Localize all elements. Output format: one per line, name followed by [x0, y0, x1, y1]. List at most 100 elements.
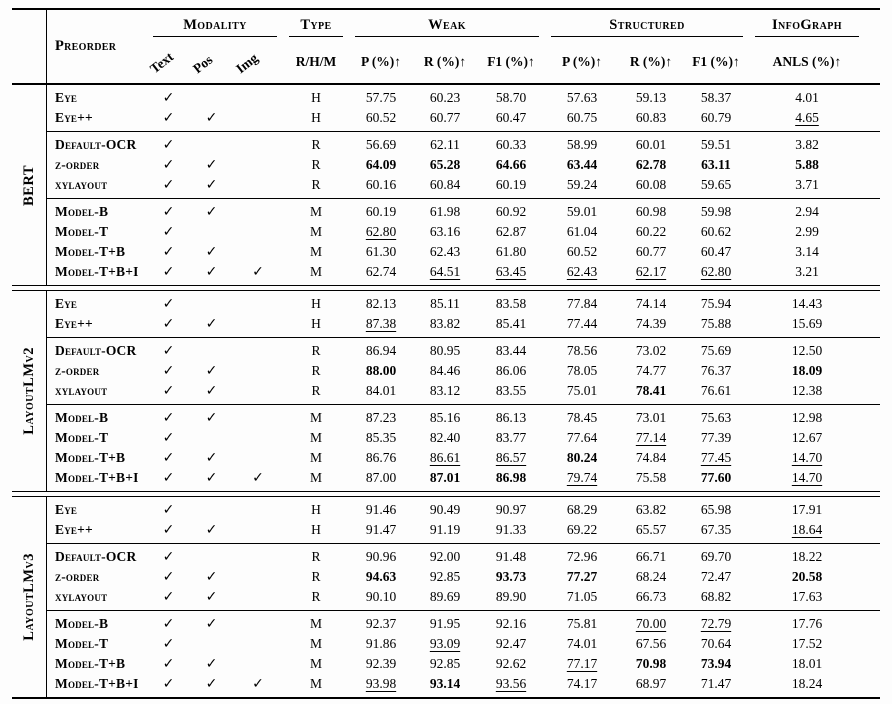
checkmark-glyph: ✓ — [205, 316, 218, 332]
empty-check-cell — [190, 88, 233, 108]
metric-cell: 3.71 — [795, 177, 819, 192]
check-icon: ✓ — [190, 155, 233, 175]
metric-cell: 62.80 — [700, 264, 732, 279]
column-header-structured-p: P (%)↑ — [561, 53, 603, 69]
empty-check-cell — [233, 155, 283, 175]
column-header-pos: Pos — [190, 51, 216, 77]
metric-cell: 88.00 — [365, 363, 397, 378]
checkmark-glyph: ✓ — [162, 363, 175, 379]
metric-cell: 59.24 — [566, 177, 598, 192]
empty-check-cell — [233, 135, 283, 155]
checkmark-glyph: ✓ — [205, 204, 218, 220]
metric-cell: 69.22 — [566, 522, 598, 537]
metric-cell: 61.30 — [365, 244, 397, 259]
empty-check-cell — [233, 428, 283, 448]
table-row: Eye++ ✓ ✓ H 87.38 83.82 85.41 77.44 74.39 75.88 15… — [47, 314, 880, 334]
metric-cell: 60.19 — [495, 177, 527, 192]
checkmark-glyph: ✓ — [205, 157, 218, 173]
metric-cell: 5.88 — [795, 157, 819, 172]
type-cell: M — [309, 244, 322, 259]
check-icon: ✓ — [147, 520, 190, 540]
table-row: Default-OCR ✓ R 90.96 92.00 91.48 72.96 66.71 69… — [47, 547, 880, 567]
empty-check-cell — [233, 381, 283, 401]
metric-cell: 68.24 — [635, 569, 667, 584]
metric-cell: 78.05 — [566, 363, 598, 378]
column-header-weak-f1: F1 (%)↑ — [487, 53, 535, 69]
checkmark-glyph: ✓ — [162, 316, 175, 332]
row-label: Model-T+B+I — [55, 470, 139, 485]
column-header-structured-r: R (%)↑ — [629, 53, 673, 69]
metric-cell: 86.94 — [365, 343, 397, 358]
metric-cell: 75.01 — [566, 383, 598, 398]
model-group-cell: LayoutLMv2 — [12, 291, 46, 491]
checkmark-glyph: ✓ — [252, 676, 264, 692]
metric-cell: 60.01 — [635, 137, 667, 152]
subsection-separator — [47, 610, 880, 611]
metric-cell: 87.00 — [365, 470, 397, 485]
table-row: Model-B ✓ ✓ M 87.23 85.16 86.13 78.45 73.01 75.63… — [47, 408, 880, 428]
metric-cell: 3.21 — [795, 264, 819, 279]
check-icon: ✓ — [190, 175, 233, 195]
row-label: Model-T+B+I — [55, 676, 139, 691]
metric-cell: 67.35 — [700, 522, 732, 537]
column-header-text: Text — [147, 48, 177, 77]
metric-cell: 84.01 — [365, 383, 397, 398]
type-cell: R — [311, 157, 321, 172]
metric-cell: 57.63 — [566, 90, 598, 105]
type-cell: M — [309, 430, 322, 445]
check-icon: ✓ — [147, 547, 190, 567]
metric-cell: 71.47 — [700, 676, 732, 691]
checkmark-glyph: ✓ — [252, 264, 264, 280]
results-table: Preorder Modality Type Weak Structured I… — [12, 8, 880, 699]
row-label: z-order — [55, 157, 100, 172]
subsection: Eye ✓ H 91.46 90.49 90.97 68.29 63.82 65.98 17.91… — [47, 497, 880, 543]
empty-check-cell — [190, 294, 233, 314]
empty-check-cell — [233, 88, 283, 108]
table-row: Eye ✓ H 57.75 60.23 58.70 57.63 59.13 58.37 4.01 — [47, 88, 880, 108]
checkmark-glyph: ✓ — [162, 264, 175, 280]
checkmark-glyph: ✓ — [162, 296, 175, 312]
subsection-separator — [47, 404, 880, 405]
empty-check-cell — [233, 108, 283, 128]
checkmark-glyph: ✓ — [162, 470, 175, 486]
type-cell: H — [311, 110, 321, 125]
row-label: Model-T+B — [55, 450, 126, 465]
empty-check-cell — [233, 587, 283, 607]
metric-cell: 60.52 — [566, 244, 598, 259]
type-cell: H — [311, 502, 321, 517]
empty-check-cell — [233, 547, 283, 567]
metric-cell: 4.01 — [795, 90, 819, 105]
metric-cell: 93.09 — [429, 636, 461, 651]
row-label: Eye++ — [55, 110, 93, 125]
metric-cell: 2.99 — [795, 224, 819, 239]
metric-cell: 86.76 — [365, 450, 397, 465]
metric-cell: 62.43 — [566, 264, 598, 279]
metric-cell: 75.88 — [700, 316, 732, 331]
checkmark-glyph: ✓ — [162, 636, 175, 652]
metric-cell: 59.13 — [635, 90, 667, 105]
metric-cell: 85.16 — [429, 410, 461, 425]
row-label: xylayout — [55, 177, 108, 192]
metric-cell: 60.77 — [429, 110, 461, 125]
check-icon: ✓ — [190, 674, 233, 694]
metric-cell: 86.57 — [495, 450, 527, 465]
metric-cell: 57.75 — [365, 90, 397, 105]
subsection: Eye ✓ H 82.13 85.11 83.58 77.84 74.14 75.94 14.43… — [47, 291, 880, 337]
metric-cell: 61.80 — [495, 244, 527, 259]
section-separator — [12, 285, 880, 291]
empty-check-cell — [190, 135, 233, 155]
checkmark-glyph: ✓ — [162, 244, 175, 260]
metric-cell: 3.82 — [795, 137, 819, 152]
table-row: Model-B ✓ ✓ M 60.19 61.98 60.92 59.01 60.98 59.98… — [47, 202, 880, 222]
check-icon: ✓ — [147, 500, 190, 520]
metric-cell: 59.98 — [700, 204, 732, 219]
row-label: Model-B — [55, 204, 109, 219]
type-cell: R — [311, 343, 321, 358]
empty-check-cell — [233, 654, 283, 674]
subsection: Default-OCR ✓ R 86.94 80.95 83.44 78.56 73.02 75… — [47, 338, 880, 404]
metric-cell: 61.98 — [429, 204, 461, 219]
metric-cell: 62.78 — [635, 157, 667, 172]
metric-cell: 74.84 — [635, 450, 667, 465]
check-icon: ✓ — [190, 361, 233, 381]
empty-check-cell — [190, 222, 233, 242]
